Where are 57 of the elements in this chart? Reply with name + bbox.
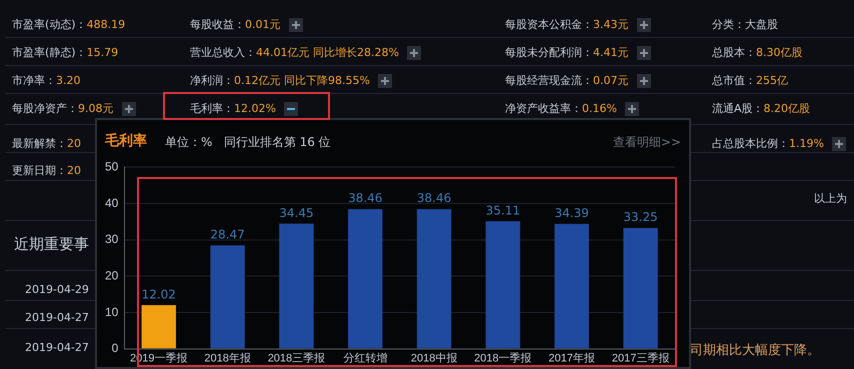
- text: 每股经营现金流：0.07元: [505, 74, 628, 87]
- y-tick-label: 0: [112, 341, 119, 356]
- text: 分类：大盘股: [712, 18, 778, 31]
- bar: [279, 224, 314, 348]
- text: 流通A股：8.20亿股: [712, 102, 810, 115]
- x-tick-label: 2018中报: [410, 351, 458, 364]
- data-label: 38.46: [416, 191, 452, 206]
- text: 2019-04-27: [25, 341, 89, 354]
- text: 净资产收益率：0.16%: [505, 102, 617, 115]
- text: 市盈率(静态)：15.79: [12, 46, 118, 59]
- text: 近期重要事: [14, 235, 89, 254]
- x-tick-label: 分红转增: [343, 352, 388, 364]
- data-label: 34.45: [279, 206, 314, 220]
- chart-title: 毛利率: [105, 132, 147, 150]
- text: 查看明细>>: [612, 134, 681, 151]
- text: 每股资本公积金：3.43元: [505, 18, 628, 31]
- text: 2019-04-27: [25, 311, 89, 324]
- y-tick-label: 30: [104, 232, 119, 246]
- data-label: 28.47: [210, 228, 245, 242]
- text: 每股未分配利润：4.41元: [505, 46, 628, 59]
- text: 总市值：255亿: [712, 74, 788, 87]
- bar: [416, 209, 452, 348]
- bar: [210, 245, 245, 348]
- text: 更新日期：20: [12, 164, 81, 177]
- x-tick-label: 2018一季报: [474, 351, 532, 364]
- text: 总股本：8.30亿股: [712, 46, 802, 59]
- data-label: 34.39: [554, 206, 589, 220]
- y-tick-label: 50: [104, 160, 119, 174]
- x-tick-label: 2018年报: [204, 352, 251, 364]
- bar: [486, 221, 520, 348]
- x-tick-label: 2017三季报: [612, 351, 670, 364]
- text: 以上为: [814, 191, 847, 206]
- x-tick-label: 2018三季报: [268, 351, 326, 364]
- text: 市盈率(动态)：488.19: [12, 18, 126, 31]
- chart-subtitle: 单位：% 同行业排名第 16 位: [165, 134, 331, 151]
- text: 净利润：0.12亿元 同比下降98.55%: [190, 74, 370, 87]
- data-label: 12.02: [142, 287, 176, 302]
- text: 毛利率：12.02%: [190, 102, 276, 115]
- text: 营业总收入：44.01亿元 同比增长28.28%: [190, 46, 399, 59]
- x-tick-label: 2017年报: [548, 352, 595, 364]
- bar: [142, 305, 176, 348]
- y-tick-label: 40: [104, 196, 119, 210]
- text: 占总股本比例：1.19%: [712, 137, 824, 150]
- data-label: 35.11: [486, 203, 520, 218]
- text: 2019-04-29: [25, 283, 89, 296]
- bar: [623, 228, 658, 348]
- bar: [554, 224, 589, 348]
- text: 每股净资产：9.08元: [12, 102, 114, 115]
- text: 最新解禁：20: [12, 137, 81, 150]
- text: 司期相比大幅度下降。: [690, 342, 820, 359]
- text: 市净率：3.20: [12, 74, 80, 87]
- bar: [348, 209, 382, 348]
- text: 每股收益：0.01元: [190, 18, 280, 31]
- data-label: 33.25: [623, 210, 658, 224]
- data-label: 38.46: [348, 191, 382, 206]
- y-tick-label: 20: [104, 268, 119, 282]
- y-tick-label: 10: [104, 304, 119, 319]
